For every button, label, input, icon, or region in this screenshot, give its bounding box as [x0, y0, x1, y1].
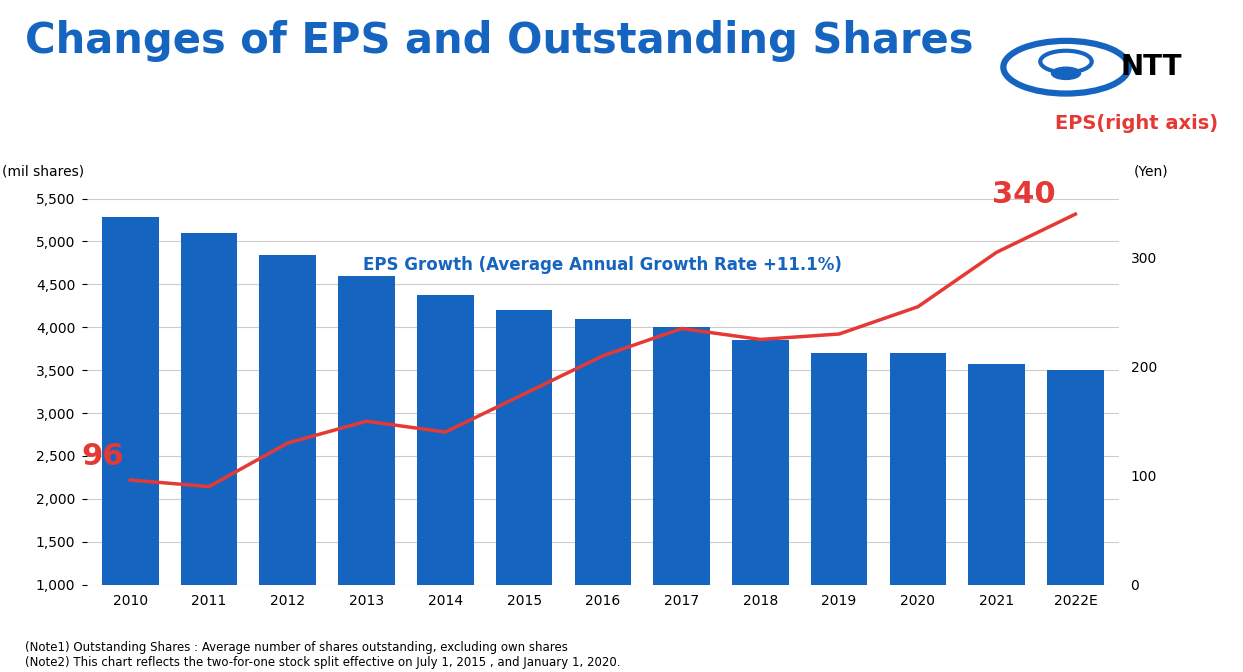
Bar: [338, 276, 395, 671]
Circle shape: [1052, 67, 1080, 79]
Bar: [416, 295, 474, 671]
Bar: [810, 353, 868, 671]
Bar: [890, 353, 946, 671]
Text: (Note1) Outstanding Shares : Average number of shares outstanding, excluding own: (Note1) Outstanding Shares : Average num…: [25, 640, 620, 669]
Bar: [968, 364, 1025, 671]
Bar: [732, 340, 789, 671]
Bar: [496, 310, 552, 671]
Bar: [102, 218, 159, 671]
Bar: [1047, 370, 1104, 671]
Text: NTT: NTT: [1120, 53, 1182, 81]
Bar: [260, 255, 316, 671]
Text: 340: 340: [992, 179, 1057, 209]
Bar: [574, 319, 631, 671]
Text: EPS(right axis): EPS(right axis): [1055, 114, 1218, 133]
Text: EPS Growth (Average Annual Growth Rate +11.1%): EPS Growth (Average Annual Growth Rate +…: [363, 256, 843, 274]
Bar: [180, 233, 237, 671]
Text: (mil shares): (mil shares): [2, 164, 85, 178]
Text: 96: 96: [82, 442, 124, 471]
Text: Changes of EPS and Outstanding Shares: Changes of EPS and Outstanding Shares: [25, 20, 973, 62]
Bar: [654, 327, 710, 671]
Circle shape: [1040, 51, 1091, 73]
Text: (Yen): (Yen): [1134, 164, 1168, 178]
